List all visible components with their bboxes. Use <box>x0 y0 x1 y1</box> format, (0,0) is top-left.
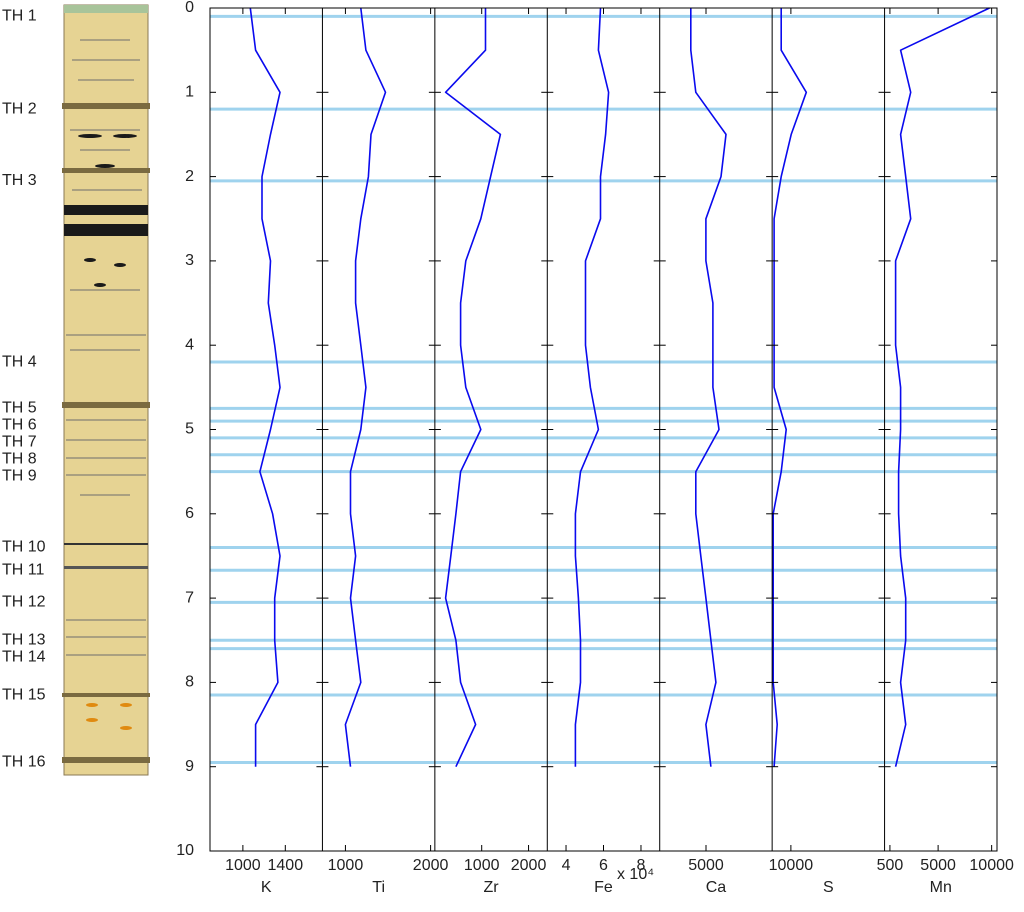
y-tick-label: 0 <box>185 0 194 16</box>
y-tick-label: 4 <box>185 336 194 353</box>
column-lenses <box>78 134 137 287</box>
column-band <box>62 757 150 763</box>
x-tick-label: 10000 <box>969 857 1014 874</box>
strat-column <box>62 4 150 776</box>
layer-label: TH 16 <box>2 754 46 771</box>
layer-label: TH 5 <box>2 400 37 417</box>
y-tick-label: 7 <box>185 589 194 606</box>
column-band <box>62 402 150 408</box>
x-tick-label: 5000 <box>920 857 956 874</box>
data-line <box>690 8 727 767</box>
x-tick-label: 1400 <box>268 857 304 874</box>
layer-label: TH 10 <box>2 539 46 556</box>
x-tick-label: 4 <box>562 857 571 874</box>
layer-label: TH 1 <box>2 8 37 25</box>
layer-label: TH 11 <box>2 561 44 578</box>
layer-label: TH 8 <box>2 451 37 468</box>
panel-name: Mn <box>930 879 952 896</box>
layer-label: TH 14 <box>2 648 46 665</box>
panel-name: S <box>823 879 834 896</box>
offset-label: x 10⁴ <box>617 866 654 883</box>
column-band <box>64 566 148 569</box>
x-tick-label: 6 <box>599 857 608 874</box>
panel-name: K <box>261 879 272 896</box>
x-tick-label: 2000 <box>511 857 547 874</box>
x-tick-label: 500 <box>877 857 904 874</box>
layer-label: TH 13 <box>2 631 46 648</box>
panel-name: Zr <box>484 879 500 896</box>
x-tick-label: 2000 <box>413 857 449 874</box>
x-tick-label: 10000 <box>769 857 814 874</box>
layer-label: TH 12 <box>2 594 46 611</box>
layer-label: TH 3 <box>2 172 37 189</box>
x-tick-label: 1000 <box>464 857 500 874</box>
column-band <box>62 693 150 697</box>
y-tick-label: 1 <box>185 84 194 101</box>
column-band <box>62 103 150 109</box>
y-tick-label: 8 <box>185 674 194 691</box>
layer-label: TH 15 <box>2 686 46 703</box>
data-line <box>894 7 990 767</box>
column-body <box>63 4 149 776</box>
column-band <box>64 224 148 236</box>
x-tick-label: 1000 <box>328 857 364 874</box>
x-tick-label: 1000 <box>225 857 261 874</box>
layer-label: TH 7 <box>2 434 37 451</box>
data-line <box>444 8 502 768</box>
column-lenses <box>86 703 132 730</box>
y-tick-label: 3 <box>185 252 194 269</box>
y-tick-label: 9 <box>185 758 194 775</box>
layer-label: TH 6 <box>2 417 37 434</box>
column-band <box>62 168 150 173</box>
column-laminae <box>66 39 146 656</box>
x-tick-label: 8 <box>637 857 646 874</box>
data-line <box>249 7 281 767</box>
data-line <box>574 7 610 767</box>
panel-name: Fe <box>594 879 613 896</box>
y-tick-label: 5 <box>185 421 194 438</box>
data-line <box>772 8 808 767</box>
layer-label: TH 2 <box>2 100 37 117</box>
layer-label: TH 4 <box>2 353 37 370</box>
x-tick-label: 5000 <box>688 857 724 874</box>
data-line <box>344 7 387 767</box>
y-tick-label: 2 <box>185 168 194 185</box>
panel-name: Ti <box>372 879 385 896</box>
layer-label: TH 9 <box>2 468 37 485</box>
panel-name: Ca <box>706 879 727 896</box>
column-band <box>64 543 148 545</box>
y-tick-label: 6 <box>185 505 194 522</box>
y-tick-label: 10 <box>176 842 194 859</box>
column-top <box>64 5 148 13</box>
column-band <box>64 205 148 215</box>
